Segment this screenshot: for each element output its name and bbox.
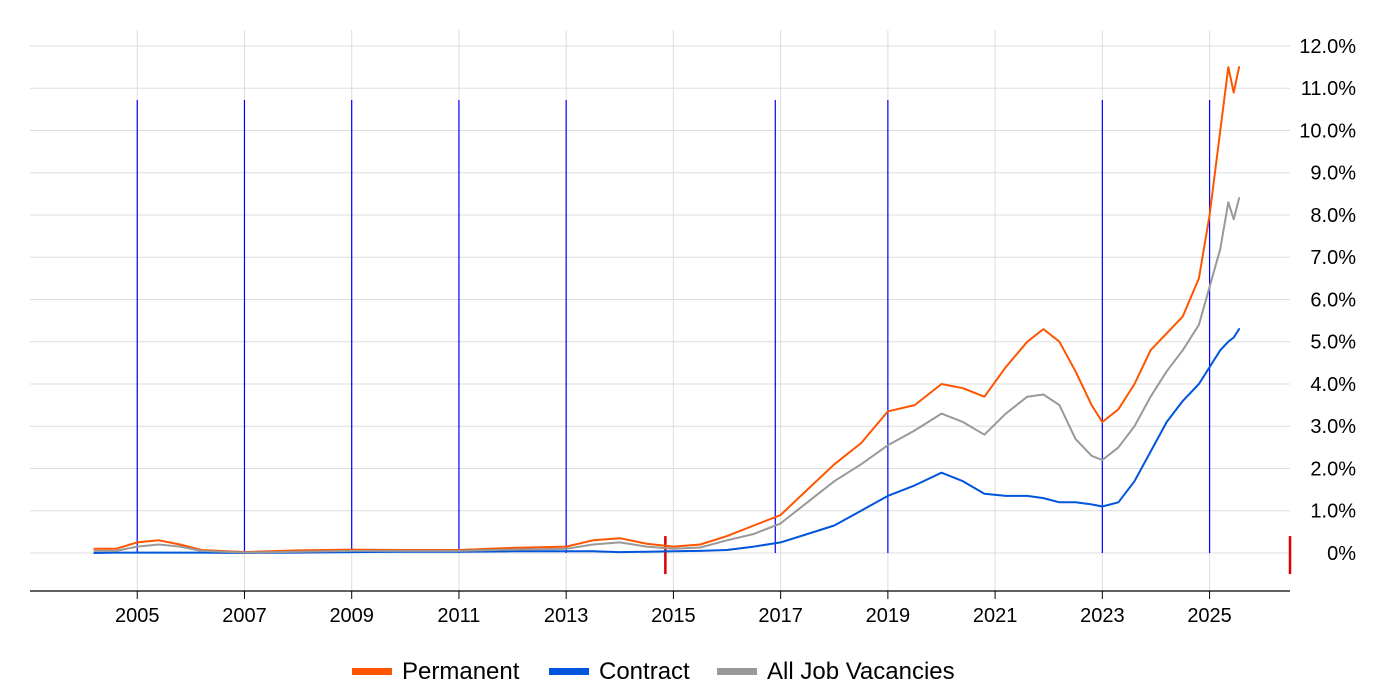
series-lines bbox=[93, 66, 1241, 554]
x-tick-label: 2015 bbox=[651, 605, 696, 627]
y-tick-label: 0% bbox=[1327, 543, 1356, 565]
legend-swatch bbox=[549, 668, 589, 675]
x-tick-label: 2013 bbox=[544, 605, 589, 627]
y-tick-label: 10.0% bbox=[1299, 120, 1356, 142]
legend: Permanent Contract All Job Vacancies bbox=[352, 658, 955, 685]
y-tick-label: 6.0% bbox=[1310, 289, 1356, 311]
y-tick-label: 5.0% bbox=[1310, 332, 1356, 354]
x-tick-label: 2021 bbox=[973, 605, 1018, 627]
y-tick-label: 4.0% bbox=[1310, 374, 1356, 396]
x-tick-label: 2023 bbox=[1080, 605, 1125, 627]
axes: 0% 1.0% 2.0% 3.0% 4.0% 5.0% 6.0% 7.0% 8.0% 9.0% 10… bbox=[30, 36, 1356, 627]
y-tick-label: 2.0% bbox=[1310, 458, 1356, 480]
x-tick-label: 2019 bbox=[866, 605, 911, 627]
x-tick-label: 2011 bbox=[437, 605, 480, 627]
vertical-markers bbox=[136, 100, 1292, 575]
series-line-permanent bbox=[93, 66, 1241, 554]
y-tick-label: 3.0% bbox=[1310, 416, 1356, 438]
y-tick-label: 8.0% bbox=[1310, 205, 1356, 227]
y-tick-label: 12.0% bbox=[1299, 36, 1356, 58]
y-tick-label: 11.0% bbox=[1301, 78, 1356, 100]
y-tick-label: 9.0% bbox=[1310, 163, 1356, 185]
x-tick-label: 2025 bbox=[1187, 605, 1232, 627]
x-tick-label: 2007 bbox=[222, 605, 267, 627]
legend-swatch bbox=[717, 668, 757, 675]
y-tick-label: 7.0% bbox=[1310, 247, 1356, 269]
legend-label: Contract bbox=[599, 658, 690, 685]
series-line-contract bbox=[93, 328, 1241, 554]
x-tick-label: 2005 bbox=[115, 605, 160, 627]
x-tick-label: 2009 bbox=[329, 605, 374, 627]
legend-label: All Job Vacancies bbox=[767, 658, 955, 685]
x-tick-label: 2017 bbox=[758, 605, 803, 627]
legend-label: Permanent bbox=[402, 658, 520, 685]
y-tick-label: 1.0% bbox=[1310, 501, 1356, 523]
series-line-all-job-vacancies bbox=[93, 197, 1241, 554]
legend-swatch bbox=[352, 668, 392, 675]
